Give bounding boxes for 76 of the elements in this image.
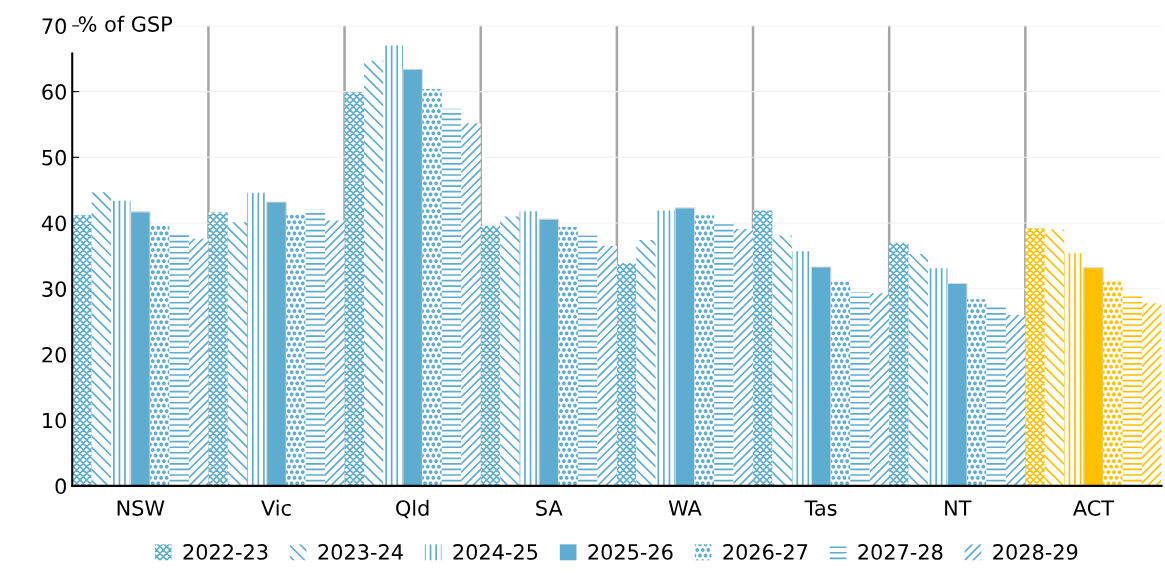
bar [772, 235, 792, 486]
x-tick-label: WA [668, 500, 702, 516]
bar [72, 215, 92, 486]
bar [966, 299, 987, 486]
bar [111, 200, 131, 486]
y-tick-label: 50 [42, 149, 66, 166]
bar [344, 92, 364, 486]
y-tick-label: 60 [42, 84, 66, 100]
bar [188, 238, 209, 486]
x-tick-label: NSW [117, 500, 165, 516]
legend-label: 2023-24 [318, 544, 403, 560]
bar [830, 281, 851, 486]
bar [364, 60, 384, 486]
bar [791, 251, 812, 486]
x-tick-label: Vic [261, 499, 291, 516]
bar [889, 242, 909, 486]
bar [227, 222, 248, 486]
x-tick-label: ACT [1073, 500, 1115, 516]
bar [1005, 315, 1026, 486]
legend-label: 2026-27 [723, 544, 808, 560]
bar [616, 263, 637, 486]
bar [247, 192, 267, 486]
bar [597, 246, 617, 486]
legend-label: 2028-29 [993, 544, 1078, 560]
x-tick-label: Tas [804, 500, 837, 516]
bar [674, 207, 696, 486]
x-tick-label: NT [945, 500, 972, 516]
x-tick-label: Qld [396, 499, 429, 519]
bar [986, 306, 1006, 486]
bar [946, 282, 968, 486]
bar [869, 293, 890, 486]
bar [733, 228, 754, 486]
bar [1025, 228, 1045, 486]
bar [655, 210, 676, 486]
bar [422, 88, 442, 486]
bar [1103, 280, 1123, 486]
legend-label: 2025-26 [588, 544, 673, 560]
bar [810, 266, 832, 486]
y-tick-label: 0 [55, 478, 66, 495]
bar [130, 211, 151, 486]
y-tick-label: 70 [42, 18, 66, 35]
x-tick-label: SA [536, 500, 563, 516]
bar [1064, 253, 1084, 486]
y-tick-label: 40 [41, 215, 66, 232]
bar [500, 216, 520, 486]
y-tick-label: 20 [42, 346, 66, 363]
bar [480, 225, 501, 486]
bar [461, 123, 481, 486]
bar [753, 210, 773, 486]
bar [383, 45, 403, 486]
bar [694, 215, 715, 486]
bar [1083, 267, 1104, 486]
legend-label: 2027-28 [858, 544, 943, 560]
bar [91, 192, 112, 486]
bar [519, 211, 540, 486]
bar [441, 108, 462, 486]
bar [1044, 229, 1065, 486]
bar [402, 68, 423, 486]
bar [908, 253, 929, 486]
y-tick-label: 10 [43, 412, 66, 429]
bar [1142, 303, 1162, 486]
bar [150, 225, 170, 486]
bar [636, 240, 656, 486]
bar [325, 220, 345, 486]
bar [558, 226, 578, 486]
y-axis-title: % of GSP [78, 15, 173, 32]
legend-label: 2022-23 [183, 544, 268, 560]
bar [208, 212, 228, 486]
bar [714, 222, 734, 486]
bar [286, 214, 306, 486]
bar [169, 232, 189, 486]
bar [538, 218, 560, 486]
legend-label: 2024-25 [453, 544, 538, 560]
y-tick-label: 30 [42, 281, 66, 297]
bar [928, 268, 948, 486]
bar [266, 201, 287, 486]
